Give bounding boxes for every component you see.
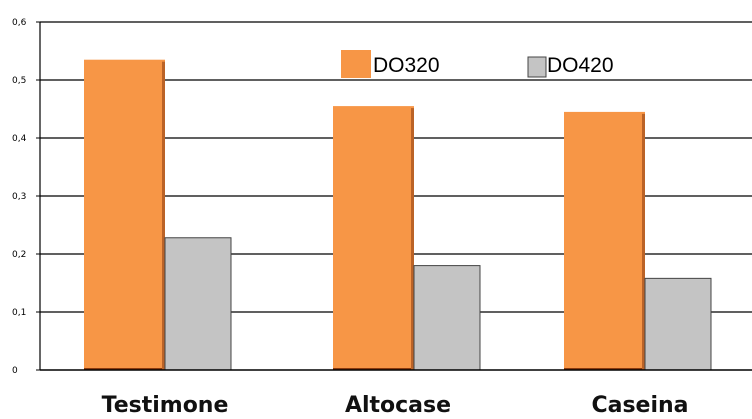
legend-label-series-1: DO320: [373, 54, 440, 77]
y-tick-label: 0,1: [12, 308, 26, 318]
bar-series-1-altocase: [333, 106, 414, 370]
category-label-altocase: Altocase: [345, 393, 451, 418]
y-tick-label: 0,6: [12, 18, 27, 28]
bar-edge-shadow: [162, 61, 165, 370]
bar-edge-shadow: [411, 108, 414, 370]
bar-series-1-caseina: [564, 111, 645, 371]
bar-series-2-caseina: [644, 277, 712, 371]
y-axis-ticks: 0 0,1 0,2 0,3 0,4 0,5 0,6: [12, 18, 40, 376]
y-tick-label: 0,5: [12, 76, 26, 86]
bar-series-1-testimone: [84, 59, 165, 370]
y-tick-label: 0: [12, 366, 18, 376]
axes: [39, 22, 752, 371]
legend-swatch-series-2: [527, 56, 547, 78]
bar-edge-shadow: [642, 113, 645, 371]
y-tick-label: 0,2: [12, 250, 26, 260]
y-tick-label: 0,4: [12, 134, 27, 144]
category-labels: Testimone Altocase Caseina: [102, 393, 689, 418]
bar-series-2-altocase: [413, 265, 481, 371]
category-label-testimone: Testimone: [102, 393, 229, 418]
legend-label-series-2: DO420: [547, 54, 614, 77]
bars: [84, 59, 712, 371]
y-tick-label: 0,3: [12, 192, 26, 202]
bar-series-2-testimone: [164, 237, 232, 371]
legend-swatch-series-1: [341, 50, 371, 78]
legend: DO320 DO420: [341, 50, 614, 78]
category-label-caseina: Caseina: [591, 393, 688, 418]
